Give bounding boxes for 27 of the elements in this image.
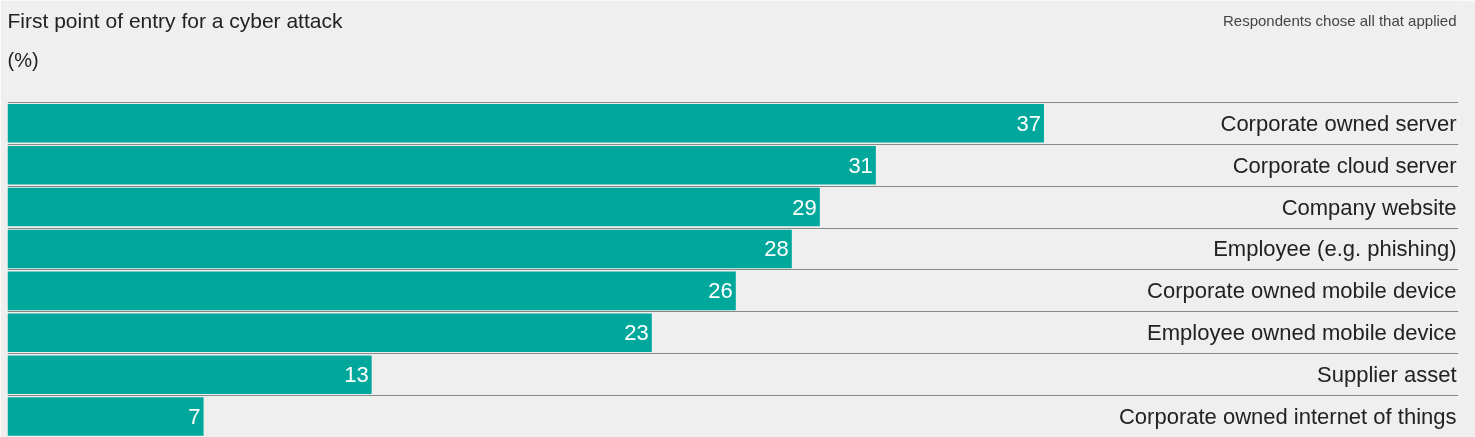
y-tick-label: Corporate owned mobile device	[1147, 278, 1457, 304]
y-tick-label: Corporate owned server	[1220, 110, 1457, 136]
bar	[7, 187, 820, 227]
data-label: 23	[624, 320, 649, 346]
data-label: 31	[848, 152, 873, 178]
data-label: 7	[188, 404, 201, 430]
data-label: 13	[344, 362, 369, 388]
chart-title: First point of entry for a cyber attack	[7, 9, 343, 33]
y-tick-label: Employee (e.g. phishing)	[1213, 236, 1457, 262]
bar	[7, 103, 1044, 143]
bar	[7, 271, 736, 311]
y-tick-label: Corporate cloud server	[1232, 152, 1457, 178]
y-tick-label: Employee owned mobile device	[1147, 320, 1457, 346]
data-label: 28	[764, 236, 789, 262]
y-tick-label: Corporate owned internet of things	[1118, 404, 1457, 430]
y-tick-label: Company website	[1281, 194, 1457, 220]
data-label: 37	[1016, 110, 1041, 136]
data-label: 29	[792, 194, 817, 220]
bar	[7, 229, 792, 269]
bar	[7, 145, 876, 185]
text: Respondents chose all that applied	[1223, 12, 1457, 30]
bar	[7, 313, 652, 353]
y-tick-label: Supplier asset	[1317, 362, 1457, 388]
bar	[7, 397, 204, 436]
bar	[7, 355, 372, 394]
data-label: 26	[708, 278, 733, 304]
chart-subtitle: (%)	[7, 49, 39, 72]
